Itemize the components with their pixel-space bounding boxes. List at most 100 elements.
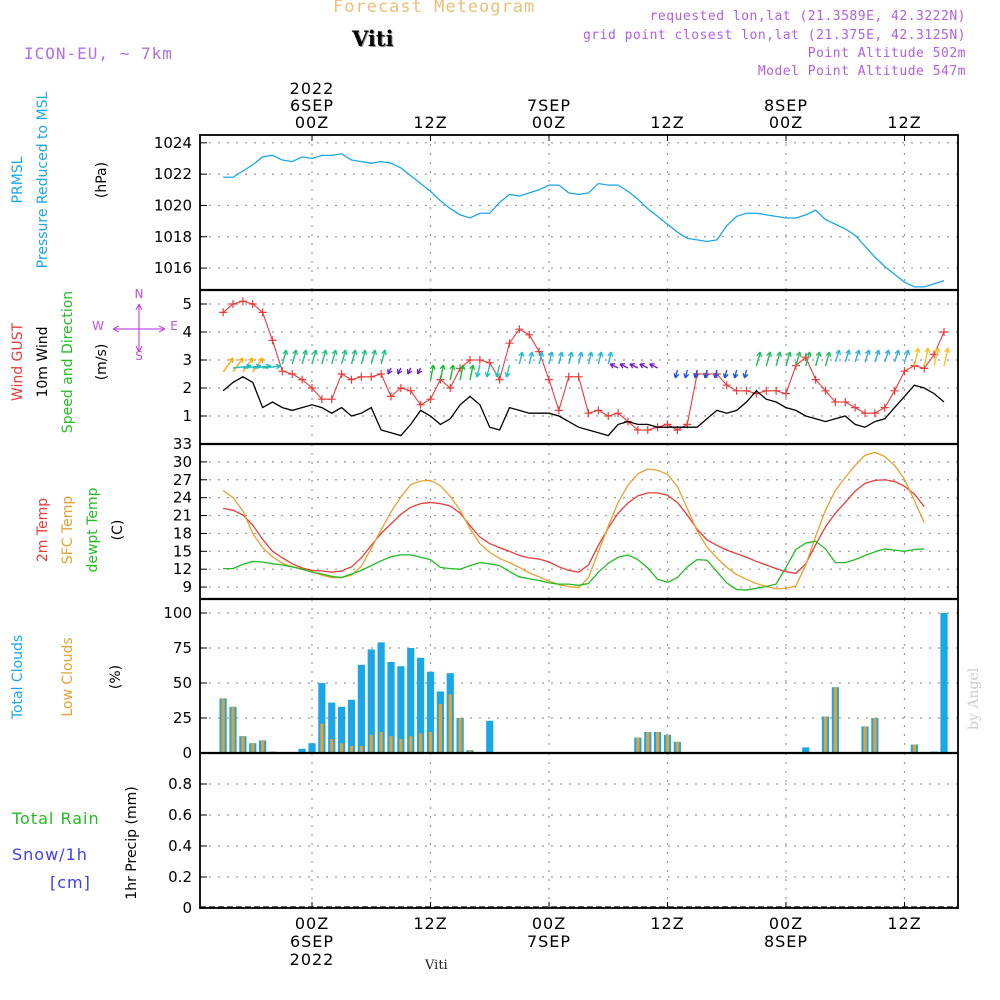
wind-arrow <box>469 364 474 381</box>
bottom-time-label: 6SEP <box>290 932 334 951</box>
wind-arrow-head <box>855 349 861 356</box>
ytick-label-temp: 15 <box>173 542 192 560</box>
gust-marker <box>841 398 850 406</box>
wind-arrow-head <box>944 347 951 353</box>
gust-line <box>222 300 945 431</box>
compass-s: S <box>135 349 143 363</box>
ytick-label-precip: 0.8 <box>168 775 192 793</box>
wind-arrow <box>765 351 771 367</box>
wind-arrow <box>884 349 890 363</box>
ytick-label-pressure: 1022 <box>154 165 192 183</box>
wind-arrow-head <box>494 371 501 378</box>
wind-arrow <box>775 351 781 367</box>
wind-arrow-head <box>381 349 387 356</box>
wind-arrow-head <box>292 349 298 356</box>
gust-marker <box>890 386 899 395</box>
compass-icon <box>112 303 166 353</box>
wind-arrow-head <box>275 363 281 370</box>
wind-arrow <box>587 351 593 365</box>
ytick-label-wind: 5 <box>182 295 192 313</box>
wind-arrow-head <box>321 349 328 356</box>
precip-legend-label: [cm] <box>50 873 91 892</box>
low-cloud-bar <box>428 732 433 753</box>
top-time-label: 12Z <box>650 113 684 132</box>
gust-marker <box>535 347 544 356</box>
wind-arrow-head <box>397 368 403 375</box>
gust-marker <box>278 367 287 376</box>
wind-arrow <box>874 349 880 363</box>
top-time-label: 12Z <box>413 113 447 132</box>
gust-marker <box>475 356 484 364</box>
wind-arrow-head <box>894 349 901 356</box>
wind-arrow-head <box>619 363 626 369</box>
wind-arrow-head <box>884 349 891 356</box>
wind-arrow-head <box>449 364 456 370</box>
precip-legend-label: Total Rain <box>11 809 100 828</box>
wind-arrow <box>370 349 376 365</box>
gust-marker <box>564 372 573 381</box>
wind-arrow-head <box>429 364 436 370</box>
wind-arrow <box>380 349 386 365</box>
wind-arrow <box>321 349 327 365</box>
wind-arrow <box>548 351 553 365</box>
ytick-label-wind: 4 <box>182 323 192 341</box>
gust-marker <box>377 370 386 378</box>
low-cloud-bar <box>261 740 265 753</box>
wind-arrow-head <box>538 351 545 358</box>
low-cloud-bar <box>349 746 354 753</box>
requested-coords: requested lon,lat (21.3589E, 42.3222N) <box>649 9 966 24</box>
gust-marker <box>604 412 613 420</box>
low-cloud-bar <box>241 736 245 753</box>
wind-arrow <box>518 351 524 365</box>
wind-arrow-head <box>416 368 423 375</box>
low-cloud-bar <box>823 716 828 753</box>
wind-axis-label: Speed and Direction <box>60 291 76 433</box>
gust-marker <box>762 386 771 395</box>
low-cloud-bar <box>379 732 383 753</box>
low-cloud-bar <box>340 743 344 753</box>
wind-arrow-head <box>371 349 377 356</box>
wind-arrow-head <box>673 372 680 379</box>
wind-arrow-head <box>864 349 871 356</box>
wind-arrow <box>311 349 317 365</box>
chart-frame <box>199 134 959 909</box>
wind-arrow <box>495 364 501 378</box>
ytick-label-temp: 18 <box>173 524 192 542</box>
wind-arrow-head <box>649 363 655 369</box>
wind-arrow-head <box>558 351 564 358</box>
wind-arrow <box>281 349 288 365</box>
wind-arrow <box>854 349 860 363</box>
gust-marker <box>722 381 731 390</box>
model-label: ICON-EU, ~ 7km <box>24 44 173 63</box>
wind-arrow <box>449 364 454 381</box>
wind-arrow-head <box>567 351 574 358</box>
gust-marker <box>545 375 553 384</box>
wind-arrow-head <box>756 351 763 358</box>
total-cloud-bar <box>367 649 375 753</box>
wind-arrow <box>704 369 708 379</box>
wind-arrow-head <box>459 364 466 370</box>
gust-marker <box>288 370 297 378</box>
ytick-label-cloud: 100 <box>163 604 192 622</box>
wind-speed-line <box>222 376 945 437</box>
wind-arrow-head <box>257 357 264 364</box>
wind-arrow <box>505 364 511 378</box>
wind-arrow <box>913 347 920 367</box>
wind-arrow-head <box>597 351 604 358</box>
total-cloud-bar <box>377 642 385 753</box>
low-cloud-bar <box>389 736 393 753</box>
gust-marker <box>298 375 307 384</box>
wind-arrow-head <box>406 368 413 375</box>
ytick-label-temp: 9 <box>182 578 192 596</box>
top-time-label: 6SEP <box>290 96 334 115</box>
total-cloud-bar <box>802 747 810 753</box>
wind-arrow-head <box>934 347 941 353</box>
temp-axis-label: (C) <box>110 520 126 541</box>
cloud-axis-label: (%) <box>108 665 124 689</box>
gust-marker <box>821 386 830 395</box>
wind-arrow <box>607 351 612 365</box>
top-time-label: 00Z <box>295 113 329 132</box>
low-cloud-bar <box>399 739 403 753</box>
ytick-label-temp: 21 <box>173 507 192 525</box>
wind-arrow <box>528 351 533 365</box>
